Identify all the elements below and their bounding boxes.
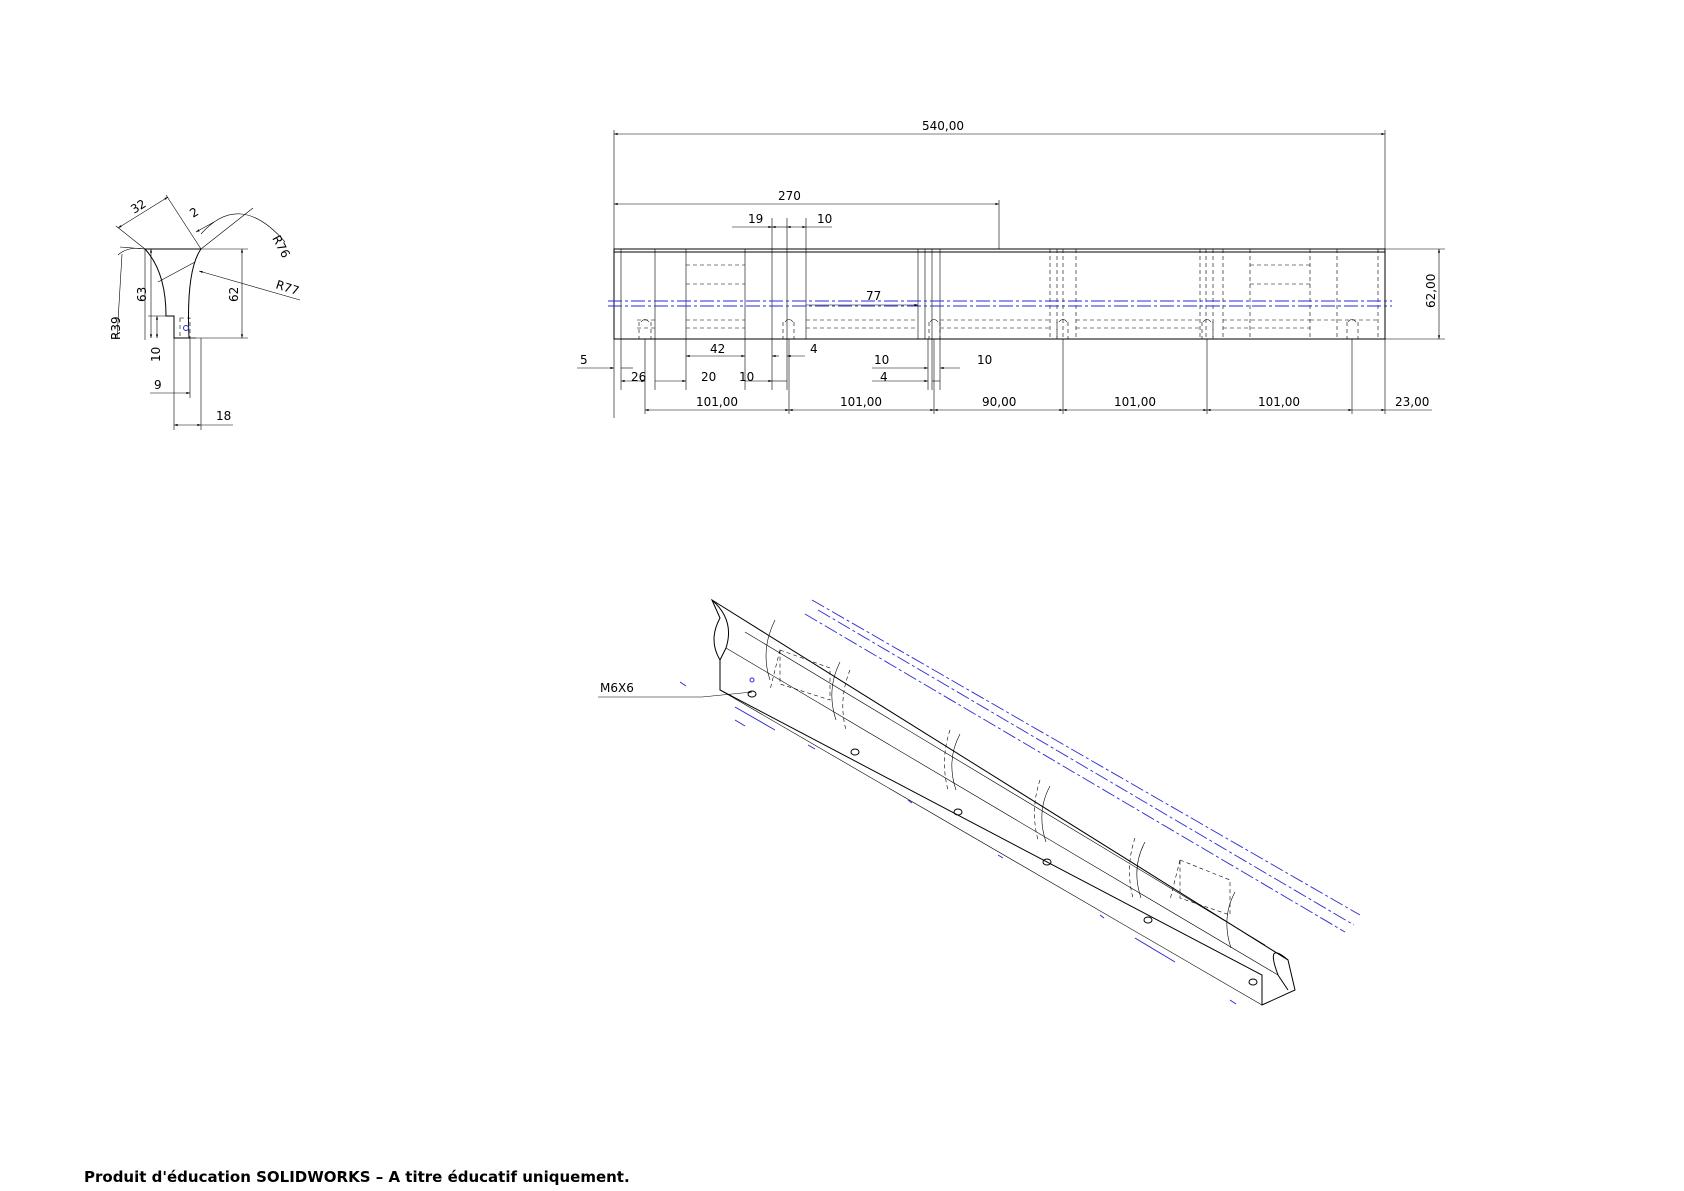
hole-mark	[183, 325, 189, 331]
dim-20: 20	[701, 370, 716, 384]
dim-4-a: 4	[810, 342, 818, 356]
tapped-holes	[638, 319, 1359, 339]
education-watermark: Produit d'éducation SOLIDWORKS – A titre…	[84, 1168, 630, 1186]
isometric-view: M6X6	[598, 598, 1361, 1006]
beam-outline	[613, 248, 1386, 340]
hidden-lines	[637, 249, 1379, 339]
dim-overall-length: 540,00	[922, 119, 964, 133]
dim-42: 42	[710, 342, 725, 356]
profile-outline	[143, 248, 202, 339]
dim-26: 26	[631, 370, 646, 384]
dim-4-b: 4	[880, 370, 888, 384]
dim-spacing-2: 101,00	[840, 395, 882, 409]
dim-10-top: 10	[817, 212, 832, 226]
r76-arc	[200, 213, 286, 243]
iso-centre-lines	[679, 599, 1361, 1005]
dim-r39: R39	[109, 316, 123, 340]
iso-pockets	[765, 619, 1236, 949]
dim-spacing-5: 101,00	[1258, 395, 1300, 409]
dim-10-b3: 10	[977, 353, 992, 367]
dim-spacing-1: 101,00	[696, 395, 738, 409]
iso-holes	[747, 677, 1258, 986]
dim-32: 32	[128, 197, 148, 217]
front-view: 540,00 270 19 10 77 62,00 5 26 20 42	[577, 119, 1445, 418]
dim-18: 18	[216, 409, 231, 423]
side-view: 63 62 10 9 18 32 2 R76 R77 R39	[109, 194, 301, 430]
dim-9: 9	[154, 378, 162, 392]
dim-10: 10	[149, 347, 163, 362]
callout-m6x6: M6X6	[600, 681, 634, 695]
dim-5: 5	[580, 353, 588, 367]
dim-r77: R77	[274, 278, 301, 299]
dim-10-b2: 10	[874, 353, 889, 367]
profile-inner-edge	[157, 261, 196, 283]
dim-spacing-3: 90,00	[982, 395, 1016, 409]
dim-63: 63	[135, 287, 149, 302]
dim-half-length: 270	[778, 189, 801, 203]
dim-r76: R76	[269, 233, 292, 260]
dim-height: 62,00	[1424, 274, 1438, 308]
callout-leader	[598, 691, 753, 698]
dim-2: 2	[187, 205, 201, 221]
dim-spacing-4: 101,00	[1114, 395, 1156, 409]
iso-body-outline	[710, 598, 1296, 1006]
dim-62: 62	[227, 287, 241, 302]
section-lines	[620, 249, 941, 339]
centre-line	[608, 300, 1392, 307]
dim-10-b1: 10	[739, 370, 754, 384]
r39-arc	[117, 247, 146, 256]
dim-19: 19	[748, 212, 763, 226]
slot-hidden	[179, 317, 191, 339]
dim-end: 23,00	[1395, 395, 1429, 409]
dim-77: 77	[866, 289, 881, 303]
